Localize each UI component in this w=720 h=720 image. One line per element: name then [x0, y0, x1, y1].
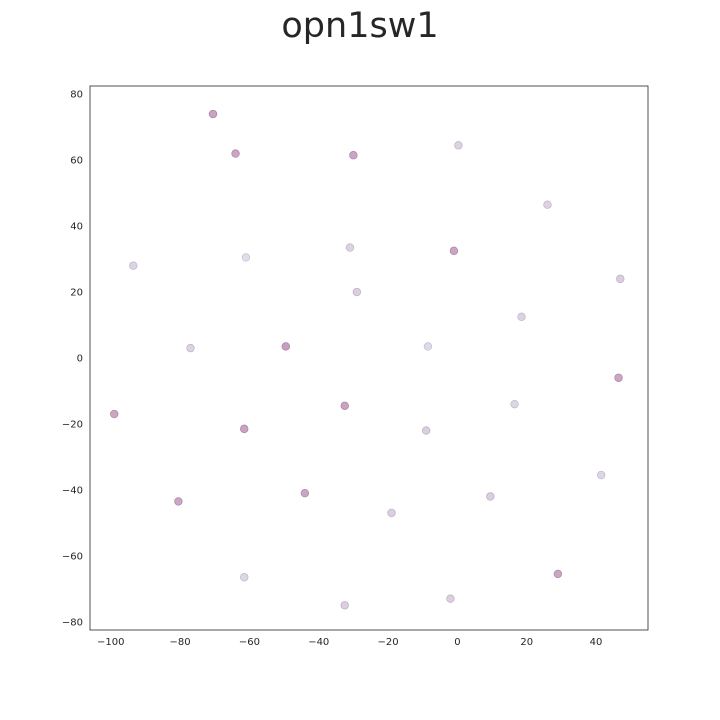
x-tick-label: 20	[520, 637, 533, 648]
y-tick-label: 20	[70, 288, 83, 299]
scatter-point	[110, 409, 119, 419]
scatter-point	[281, 342, 291, 351]
y-tick-label: 40	[70, 222, 83, 233]
scatter-point	[446, 594, 455, 603]
scatter-point	[240, 573, 249, 582]
scatter-point	[486, 492, 495, 501]
y-tick-label: 60	[70, 156, 83, 167]
y-tick-label: 80	[70, 90, 83, 101]
chart-title: opn1sw1	[281, 6, 439, 46]
scatter-point	[300, 488, 310, 498]
scatter-point	[352, 287, 362, 297]
y-tick-label: −80	[62, 617, 83, 628]
x-tick-label: −40	[308, 637, 329, 648]
x-tick-label: −80	[170, 637, 191, 648]
scatter-point	[517, 312, 526, 321]
y-tick-label: 0	[77, 354, 83, 365]
scatter-point	[241, 253, 251, 262]
scatter-point	[616, 274, 625, 284]
scatter-point	[553, 569, 563, 579]
x-tick-label: 0	[454, 637, 460, 648]
x-tick-label: −20	[378, 637, 399, 648]
scatter-point	[240, 424, 249, 434]
y-tick-label: −20	[62, 419, 83, 430]
scatter-point	[421, 426, 431, 435]
scatter-point	[340, 401, 349, 411]
scatter-point	[454, 141, 463, 150]
y-tick-label: −60	[62, 551, 83, 562]
scatter-point	[129, 261, 138, 270]
x-tick-label: −60	[239, 637, 260, 648]
y-tick-label: −40	[62, 485, 83, 496]
scatter-point	[231, 149, 240, 158]
scatter-point	[174, 497, 183, 506]
scatter-point	[345, 243, 355, 252]
scatter-point	[597, 470, 606, 480]
scatter-point	[340, 601, 349, 610]
scatter-point	[449, 246, 459, 256]
x-tick-label: −100	[97, 637, 124, 648]
scatter-point	[543, 200, 552, 209]
scatter-point	[387, 508, 396, 518]
plot-frame	[89, 85, 649, 631]
scatter-point	[614, 373, 623, 382]
scatter-point	[208, 109, 218, 119]
x-tick-label: 40	[590, 637, 603, 648]
scatter-point	[510, 399, 519, 409]
scatter-point	[423, 342, 433, 351]
scatter-point	[186, 343, 195, 353]
scatter-point	[349, 151, 358, 160]
